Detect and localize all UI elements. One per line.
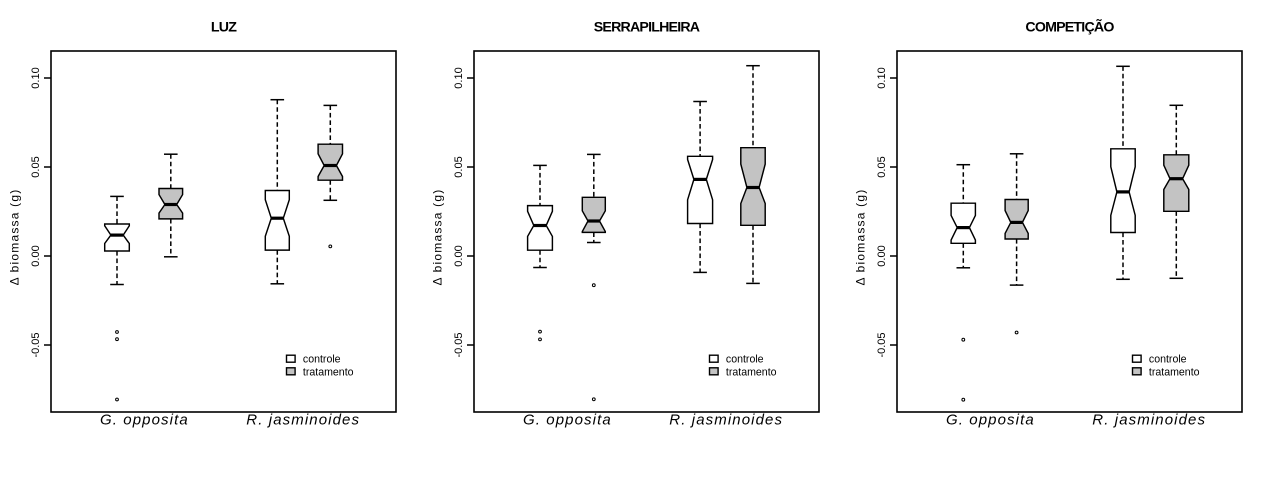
- svg-text:0.05: 0.05: [453, 156, 465, 177]
- svg-text:controle: controle: [726, 354, 764, 366]
- svg-text:0.10: 0.10: [876, 67, 888, 88]
- svg-text:R. jasminoides: R. jasminoides: [246, 411, 360, 428]
- svg-text:Δ biomassa (g): Δ biomassa (g): [854, 189, 868, 286]
- svg-text:-0.05: -0.05: [453, 332, 465, 357]
- svg-text:0.00: 0.00: [453, 245, 465, 266]
- svg-text:G. opposita: G. opposita: [946, 411, 1035, 428]
- svg-text:-0.05: -0.05: [30, 332, 42, 357]
- svg-text:G. opposita: G. opposita: [523, 411, 612, 428]
- svg-text:COMPETIÇÃO: COMPETIÇÃO: [1025, 18, 1114, 36]
- svg-text:R. jasminoides: R. jasminoides: [1092, 411, 1206, 428]
- svg-text:SERRAPILHEIRA: SERRAPILHEIRA: [594, 20, 700, 36]
- svg-text:LUZ: LUZ: [211, 20, 237, 36]
- svg-text:0.00: 0.00: [876, 245, 888, 266]
- svg-text:0.05: 0.05: [876, 156, 888, 177]
- svg-text:0.10: 0.10: [453, 67, 465, 88]
- svg-text:0.10: 0.10: [30, 67, 42, 88]
- svg-text:Δ biomassa (g): Δ biomassa (g): [431, 189, 445, 286]
- svg-text:tratamento: tratamento: [303, 367, 354, 379]
- svg-text:0.05: 0.05: [30, 156, 42, 177]
- svg-text:0.00: 0.00: [30, 245, 42, 266]
- svg-text:Δ biomassa (g): Δ biomassa (g): [8, 189, 22, 286]
- svg-text:controle: controle: [1149, 354, 1187, 366]
- svg-text:G. opposita: G. opposita: [100, 411, 189, 428]
- svg-text:tratamento: tratamento: [1149, 367, 1200, 379]
- svg-text:R. jasminoides: R. jasminoides: [669, 411, 783, 428]
- svg-text:tratamento: tratamento: [726, 367, 777, 379]
- svg-text:-0.05: -0.05: [876, 332, 888, 357]
- svg-text:controle: controle: [303, 354, 341, 366]
